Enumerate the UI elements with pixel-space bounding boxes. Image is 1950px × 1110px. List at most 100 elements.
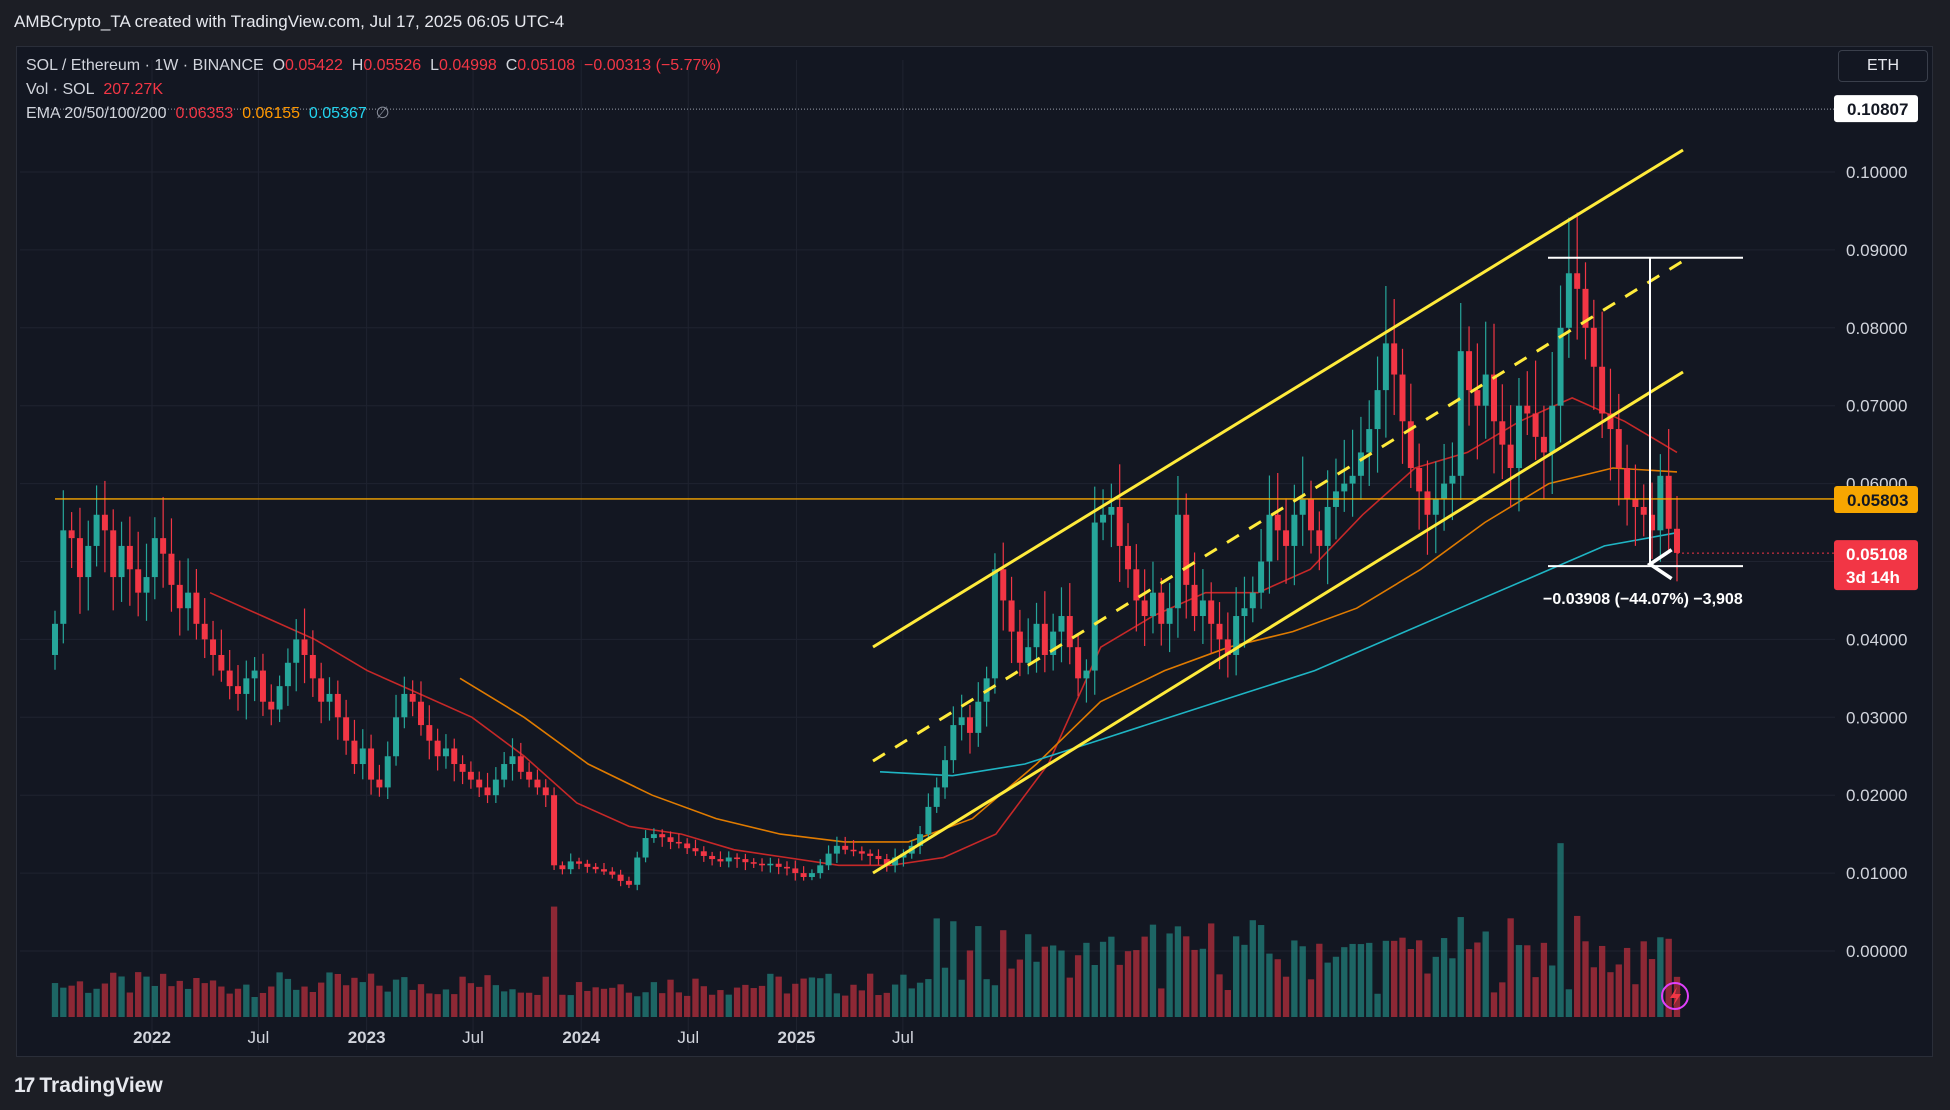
volume-bar (1058, 950, 1065, 1017)
ema20-line (209, 397, 1678, 867)
candle-body (368, 748, 375, 780)
volume-bar (76, 981, 84, 1017)
volume-bar (650, 982, 658, 1017)
attribution-text: AMBCrypto_TA created with TradingView.co… (14, 12, 565, 31)
candle-body (318, 678, 325, 702)
volume-legend-row[interactable]: Vol · SOL 207.27K (26, 78, 721, 102)
volume-bar (1025, 934, 1032, 1017)
volume-bar (1549, 965, 1556, 1017)
candle-body (858, 851, 865, 854)
candle-body (384, 756, 391, 788)
candle-body (1324, 506, 1331, 546)
volume-bar (501, 991, 508, 1017)
candle-body (68, 530, 75, 539)
symbol-label[interactable]: SOL / Ethereum · 1W · BINANCE (26, 57, 264, 74)
volume-bar (991, 985, 999, 1017)
candle-body (625, 880, 632, 885)
candle-body (1649, 514, 1656, 531)
high-label: H (351, 57, 364, 74)
volume-bar (1324, 962, 1331, 1017)
volume-bar (1382, 940, 1390, 1017)
volume-bar (1166, 933, 1173, 1017)
volume-bar (442, 989, 450, 1017)
countdown-value: 3d 14h (1846, 568, 1900, 587)
candle-body (476, 779, 483, 788)
candle-body (767, 863, 774, 866)
candle-body (942, 760, 949, 788)
volume-bar (1033, 961, 1040, 1017)
y-tick-label: 0.04000 (1846, 630, 1907, 649)
candlesticks (52, 212, 1680, 891)
candle-body (1291, 514, 1298, 546)
alert-ring (1661, 982, 1689, 1010)
volume-bar (883, 992, 890, 1017)
drawings-layer[interactable]: −0.03908 (−44.07%) −3,908 (36, 108, 1835, 875)
currency-selector[interactable]: ETH (1838, 50, 1928, 82)
volume-bar (85, 992, 92, 1017)
candle-body (151, 538, 158, 578)
volume-bar (1183, 936, 1190, 1017)
volume-bar (1216, 974, 1223, 1017)
candle-body (1000, 569, 1007, 601)
volume-bar (609, 987, 616, 1017)
candle-body (609, 871, 616, 875)
x-tick-label: Jul (892, 1028, 914, 1047)
candle-body (600, 869, 607, 872)
volume-bar (1307, 979, 1315, 1017)
candle-body (1457, 351, 1464, 476)
candle-body (1216, 623, 1223, 640)
candle-body (991, 569, 998, 679)
volume-bar (384, 991, 391, 1017)
candle-body (933, 787, 940, 807)
volume-bar (750, 988, 757, 1017)
candle-body (742, 859, 749, 863)
candle-body (1624, 468, 1631, 500)
volume-bar (891, 984, 899, 1017)
volume-bar (251, 996, 258, 1017)
volume-bar (517, 992, 524, 1017)
volume-bar (525, 992, 533, 1017)
candle-body (484, 787, 491, 796)
candle-body (675, 841, 682, 844)
candle-body (1466, 351, 1473, 391)
candle-body (1515, 405, 1522, 469)
ema-legend-row[interactable]: EMA 20/50/100/200 0.06353 0.06155 0.0536… (26, 102, 721, 126)
candle-body (1149, 592, 1156, 617)
volume-bar (808, 977, 816, 1017)
candle-body (1133, 569, 1140, 601)
candle-body (1590, 327, 1597, 367)
volume-bar (1099, 941, 1107, 1017)
candle-body (1166, 608, 1173, 624)
volume-bar (858, 990, 866, 1017)
volume-bar (742, 984, 749, 1017)
open-value: 0.05422 (285, 57, 343, 74)
volume-bar (1474, 942, 1481, 1017)
volume-bar (941, 967, 949, 1017)
volume-bar (866, 973, 874, 1017)
candle-body (1399, 374, 1406, 422)
last-price-tag (1834, 540, 1918, 591)
tradingview-logo[interactable]: 17 TradingView (14, 1074, 163, 1098)
candle-body (1432, 499, 1439, 515)
candle-body (1557, 327, 1564, 406)
volume-bar (817, 978, 824, 1017)
volume-bar (634, 996, 641, 1017)
volume-value: 207.27K (103, 81, 163, 98)
candle-body (551, 795, 558, 866)
candle-body (1632, 499, 1639, 507)
volume-bar (1465, 949, 1473, 1017)
volume-bar (1199, 948, 1207, 1017)
candle-body (1366, 429, 1373, 453)
candle-body (717, 859, 724, 862)
volume-bar (1208, 923, 1215, 1017)
candle-body (1532, 413, 1539, 437)
volume-bar (1249, 920, 1256, 1017)
volume-bar (1083, 942, 1090, 1017)
volume-bar (592, 987, 599, 1017)
volume-bar (293, 989, 300, 1017)
volume-bar (359, 982, 366, 1017)
volume-bar (1407, 949, 1414, 1017)
chart-pane[interactable] (16, 46, 1933, 1057)
x-axis[interactable]: 2022 Jul 2023 Jul 2024 Jul 2025 Jul (133, 1028, 914, 1047)
